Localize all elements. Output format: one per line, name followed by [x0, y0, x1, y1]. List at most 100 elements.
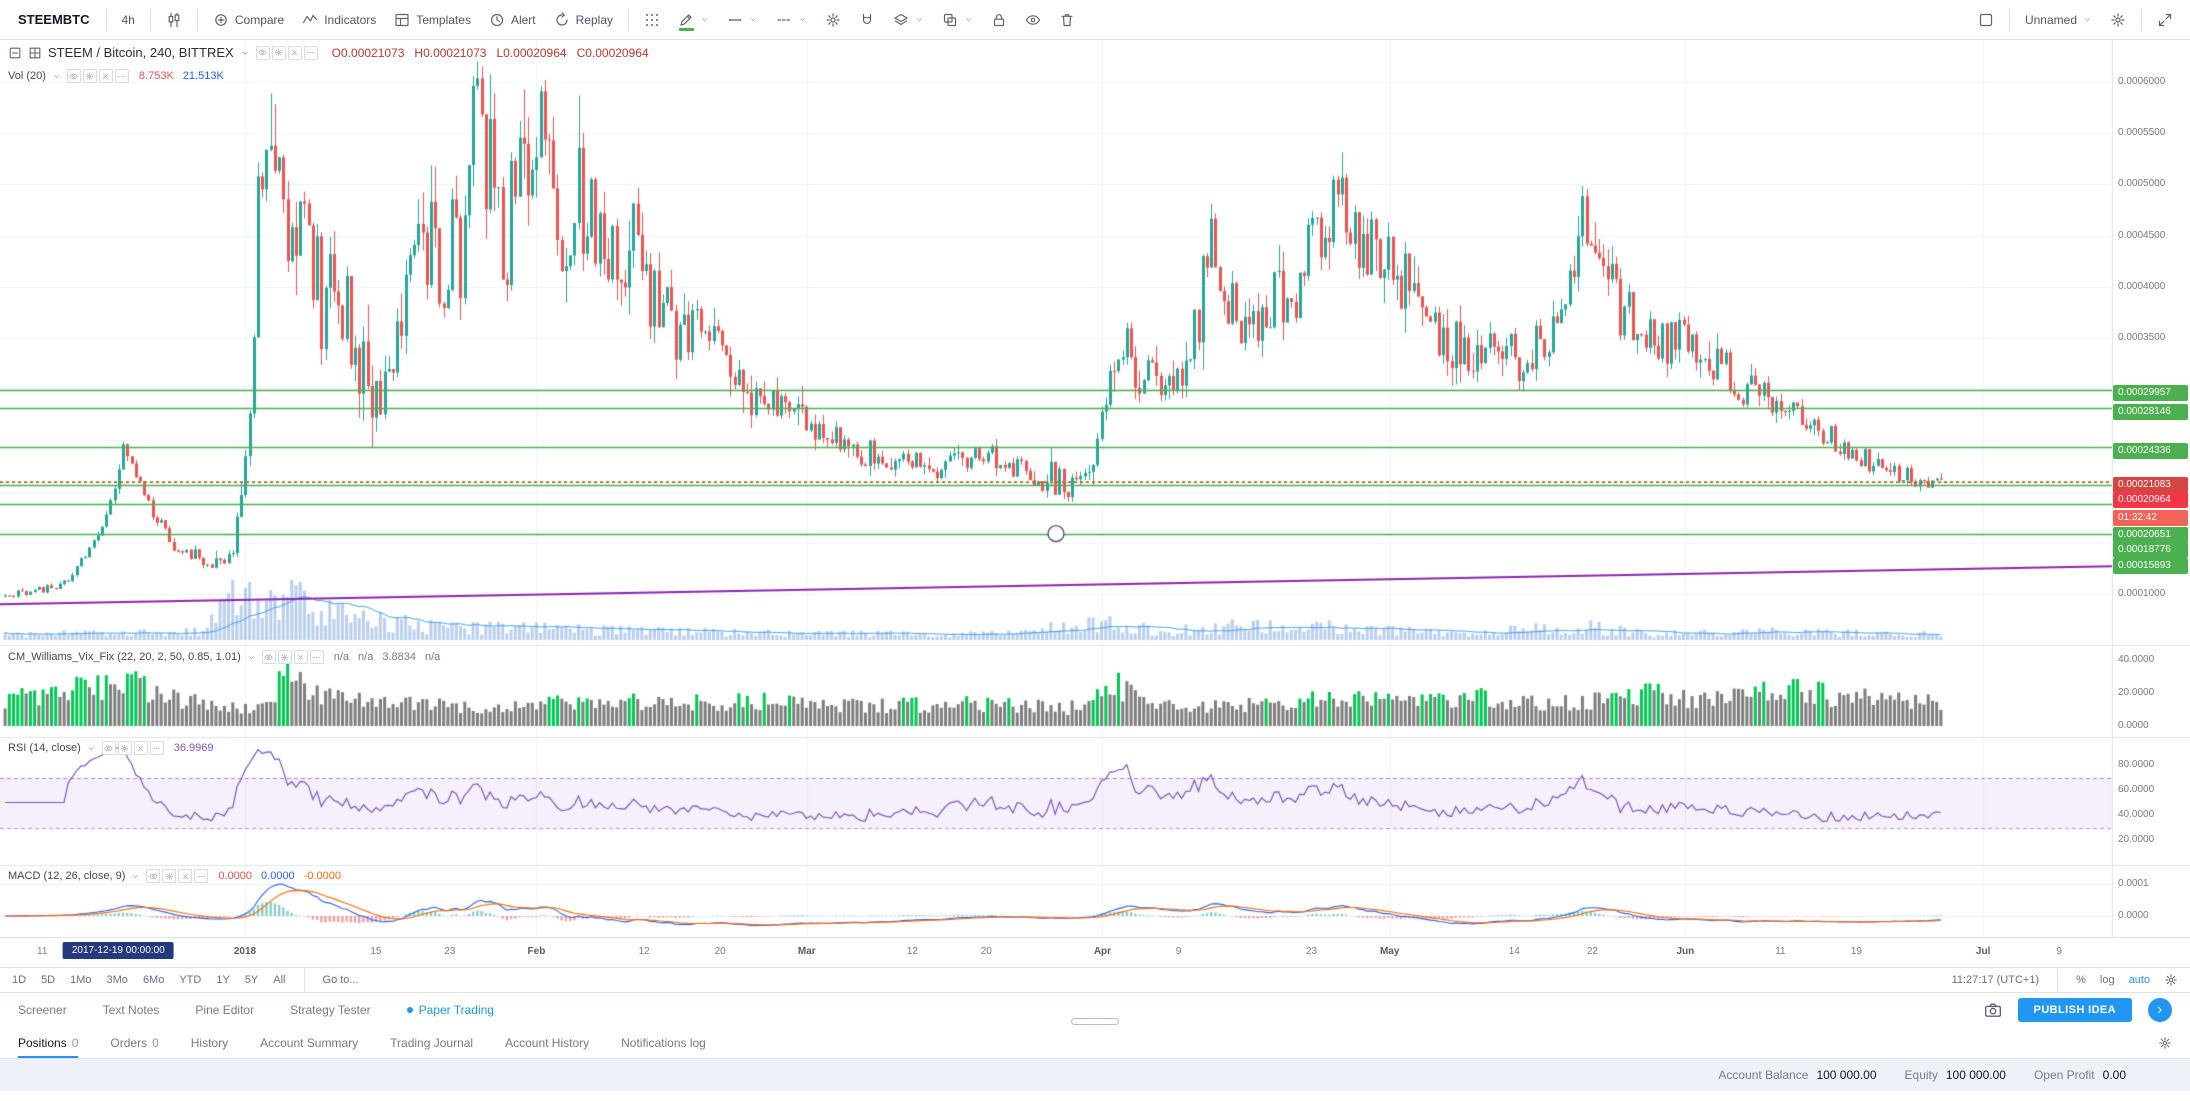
close-icon[interactable] [98, 69, 113, 83]
macd-title[interactable]: MACD (12, 26, close, 9) [8, 870, 126, 882]
more-icon[interactable] [309, 650, 324, 664]
goto-date-button[interactable]: Go to... [322, 974, 359, 986]
ohlc-values: O0.00021073 H0.00021073 L0.00020964 C0.0… [332, 46, 649, 60]
tab-strategy-tester[interactable]: Strategy Tester [290, 1003, 370, 1017]
close-icon[interactable] [293, 650, 308, 664]
interval-button[interactable]: 4h [121, 12, 135, 27]
camera-icon[interactable] [1984, 1001, 2002, 1019]
clone-button[interactable] [935, 7, 980, 33]
clock[interactable]: 11:27:17 (UTC+1) [1951, 974, 2040, 986]
macd-actions [146, 869, 209, 883]
fullscreen-button[interactable] [2150, 7, 2180, 33]
range-5d[interactable]: 5D [41, 974, 56, 986]
range-all[interactable]: All [273, 974, 286, 986]
subtab-positions[interactable]: Positions 0 [18, 1027, 79, 1058]
subtab-account-history[interactable]: Account History [505, 1027, 589, 1058]
gear-icon[interactable] [82, 69, 97, 83]
chart-style-button[interactable] [159, 7, 189, 33]
symbol-button[interactable]: STEEMBTC [18, 12, 90, 27]
toolbar-left: STEEMBTC 4h Compare Indicators Templates… [10, 7, 1082, 33]
subtab-account-summary[interactable]: Account Summary [260, 1027, 358, 1058]
tab-paper-trading[interactable]: Paper Trading [406, 1003, 494, 1017]
expand-icon [2157, 12, 2173, 28]
close-icon[interactable] [178, 869, 193, 883]
tab-pine-editor[interactable]: Pine Editor [195, 1003, 254, 1017]
eye-icon[interactable] [255, 45, 270, 60]
indicators-button[interactable]: Indicators [295, 7, 383, 33]
volume-label[interactable]: Vol (20) [8, 70, 46, 82]
range-6mo[interactable]: 6Mo [142, 974, 165, 986]
eye-icon[interactable] [261, 650, 276, 664]
compare-button[interactable]: Compare [206, 7, 291, 33]
more-icon[interactable] [303, 45, 318, 60]
range-1mo[interactable]: 1Mo [70, 974, 92, 986]
expand-panel-button[interactable] [2148, 998, 2172, 1022]
chevron-down-icon[interactable] [87, 744, 96, 753]
alert-button[interactable]: Alert [482, 7, 543, 33]
gear-icon[interactable] [2158, 1036, 2172, 1050]
chevron-down-icon[interactable] [131, 872, 140, 881]
line-style-button[interactable] [720, 7, 765, 33]
replay-button[interactable]: Replay [547, 7, 620, 33]
auto-scale-button[interactable]: auto [2128, 974, 2150, 986]
hide-drawings-button[interactable] [1018, 7, 1048, 33]
gear-icon[interactable] [271, 45, 286, 60]
subtab-trading-journal[interactable]: Trading Journal [390, 1027, 473, 1058]
close-icon[interactable] [287, 45, 302, 60]
chart-title[interactable]: STEEM / Bitcoin, 240, BITTREX [48, 45, 234, 60]
range-1y[interactable]: 1Y [216, 974, 230, 986]
time-axis[interactable]: 2017-12-19 00:00:00 11 2018 15 23 Feb 12 20 Mar… [0, 937, 2190, 967]
remove-drawings-button[interactable] [1052, 7, 1082, 33]
tab-screener[interactable]: Screener [18, 1003, 67, 1017]
gear-icon[interactable] [162, 869, 177, 883]
log-scale-button[interactable]: log [2099, 974, 2115, 986]
range-ytd[interactable]: YTD [179, 974, 202, 986]
tab-label: Paper Trading [418, 1003, 494, 1017]
layers-order-button[interactable] [886, 7, 931, 33]
range-1d[interactable]: 1D [12, 974, 27, 986]
eye-icon[interactable] [66, 69, 81, 83]
collapse-pane-icon[interactable] [8, 46, 22, 60]
layout-select-button[interactable] [1971, 7, 2001, 33]
volume-ma-value: 21.513K [182, 70, 224, 82]
layout-square-icon [1978, 12, 1994, 28]
range-3mo[interactable]: 3Mo [106, 974, 128, 986]
subtab-orders[interactable]: Orders 0 [110, 1027, 158, 1058]
price-chart-canvas[interactable] [0, 40, 2190, 937]
chevron-down-icon[interactable] [240, 48, 250, 58]
drag-grid-button[interactable] [637, 7, 667, 33]
gear-icon[interactable] [2164, 973, 2178, 987]
dashed-line-style-button[interactable] [769, 7, 814, 33]
vix-title[interactable]: CM_Williams_Vix_Fix (22, 20, 2, 50, 0.85… [8, 651, 241, 663]
more-icon[interactable] [114, 69, 129, 83]
eye-icon[interactable] [101, 741, 116, 755]
chevron-down-icon[interactable] [247, 653, 256, 662]
more-icon[interactable] [149, 741, 164, 755]
layers-icon [893, 12, 909, 28]
gear-icon[interactable] [277, 650, 292, 664]
publish-idea-button[interactable]: PUBLISH IDEA [2017, 998, 2132, 1022]
subtab-notifications-log[interactable]: Notifications log [621, 1027, 706, 1058]
subtab-history[interactable]: History [191, 1027, 228, 1058]
templates-button[interactable]: Templates [387, 7, 478, 33]
layout-name-button[interactable]: Unnamed [2018, 8, 2099, 32]
range-5y[interactable]: 5Y [244, 974, 259, 986]
rsi-title[interactable]: RSI (14, close) [8, 742, 81, 754]
chart-actions [255, 45, 318, 60]
percent-scale-button[interactable]: % [2076, 974, 2086, 986]
close-icon[interactable] [133, 741, 148, 755]
tab-text-notes[interactable]: Text Notes [103, 1003, 160, 1017]
time-label: 23 [444, 946, 456, 957]
drawing-settings-button[interactable] [818, 7, 848, 33]
chevron-down-icon[interactable] [52, 72, 61, 81]
chart-grid-icon[interactable] [28, 46, 42, 60]
panel-drag-handle[interactable] [1071, 1018, 1119, 1025]
gear-icon[interactable] [117, 741, 132, 755]
magnet-button[interactable] [852, 7, 882, 33]
price-axis[interactable]: 0.0006000 0.0005500 0.0005000 0.0004500 0.00… [2112, 40, 2190, 937]
eye-icon[interactable] [146, 869, 161, 883]
lock-drawings-button[interactable] [984, 7, 1014, 33]
more-icon[interactable] [194, 869, 209, 883]
chart-properties-button[interactable] [2103, 7, 2133, 33]
draw-color-button[interactable] [671, 7, 716, 33]
